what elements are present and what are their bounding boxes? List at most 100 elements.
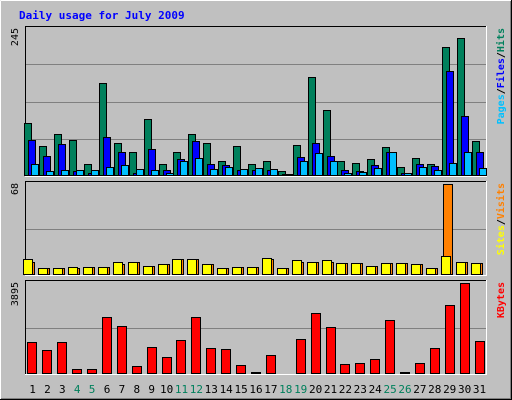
panel-legend: Pages/Files/Hits xyxy=(495,28,507,124)
bar-kbytes-day-27 xyxy=(415,363,425,374)
bar-sites-day-12 xyxy=(187,259,197,275)
panel-legend: Sites/Visits xyxy=(495,183,507,255)
bar-sites-day-31 xyxy=(471,263,481,275)
bar-pages-day-31 xyxy=(479,168,487,176)
series-pages xyxy=(31,152,487,176)
bar-kbytes-day-23 xyxy=(355,363,365,374)
bar-sites-day-9 xyxy=(143,266,153,275)
bar-kbytes-day-13 xyxy=(206,348,216,374)
x-tick-label-day-4: 4 xyxy=(74,383,81,396)
bar-kbytes-day-1 xyxy=(27,342,37,374)
bar-kbytes-day-25 xyxy=(385,320,395,374)
bar-sites-day-26 xyxy=(396,263,406,275)
bar-sites-day-15 xyxy=(232,267,242,275)
bar-sites-day-30 xyxy=(456,262,466,275)
bar-sites-day-11 xyxy=(172,259,182,275)
bar-sites-day-14 xyxy=(217,268,227,275)
legend-entry-pages: Pages xyxy=(496,94,507,124)
bar-pages-day-9 xyxy=(151,170,159,176)
bar-kbytes-day-22 xyxy=(340,364,350,374)
bar-pages-day-11 xyxy=(180,161,188,176)
bar-files-day-29 xyxy=(446,71,454,176)
x-tick-label-day-2: 2 xyxy=(44,383,51,396)
x-tick-label-day-6: 6 xyxy=(104,383,111,396)
bar-sites-day-17 xyxy=(262,258,272,275)
bar-kbytes-day-12 xyxy=(191,317,201,374)
bar-kbytes-day-10 xyxy=(162,357,172,374)
bar-kbytes-day-11 xyxy=(176,340,186,374)
x-tick-label-day-30: 30 xyxy=(458,383,471,396)
x-tick-label-day-24: 24 xyxy=(369,383,383,396)
x-tick-label-day-12: 12 xyxy=(190,383,203,396)
x-tick-label-day-17: 17 xyxy=(264,383,277,396)
panel-legend: KBytes xyxy=(496,282,507,318)
x-tick-label-day-5: 5 xyxy=(89,383,96,396)
bar-sites-day-4 xyxy=(68,267,78,275)
bar-hits-day-4 xyxy=(69,140,77,176)
bar-kbytes-day-17 xyxy=(266,355,276,374)
y-axis-max-label: 68 xyxy=(10,183,21,195)
bar-pages-day-28 xyxy=(434,170,442,176)
bar-kbytes-day-8 xyxy=(132,366,142,374)
bar-pages-day-27 xyxy=(419,167,427,176)
x-tick-label-day-11: 11 xyxy=(175,383,188,396)
y-axis-max-label: 245 xyxy=(10,28,21,46)
bar-sites-day-13 xyxy=(202,264,212,275)
x-tick-label-day-15: 15 xyxy=(234,383,247,396)
bar-sites-day-23 xyxy=(351,263,361,275)
x-tick-label-day-31: 31 xyxy=(473,383,486,396)
x-tick-label-day-22: 22 xyxy=(339,383,352,396)
legend-entry-sites: Sites xyxy=(495,225,507,255)
x-tick-label-day-8: 8 xyxy=(133,383,140,396)
bar-kbytes-day-20 xyxy=(311,313,321,374)
x-tick-label-day-14: 14 xyxy=(220,383,234,396)
bar-sites-day-19 xyxy=(292,260,302,275)
x-tick-label-day-26: 26 xyxy=(398,383,411,396)
x-tick-label-day-20: 20 xyxy=(309,383,322,396)
bar-pages-day-13 xyxy=(210,169,218,176)
x-tick-label-day-10: 10 xyxy=(160,383,173,396)
bar-sites-day-27 xyxy=(411,264,421,275)
legend-separator: / xyxy=(496,52,507,58)
bar-sites-day-25 xyxy=(381,263,391,275)
x-tick-label-day-19: 19 xyxy=(294,383,307,396)
chart-title: Daily usage for July 2009 xyxy=(19,9,185,22)
bar-hits-day-8 xyxy=(129,152,137,176)
bar-sites-day-10 xyxy=(158,264,168,275)
bar-sites-day-18 xyxy=(277,268,287,275)
bar-kbytes-day-29 xyxy=(445,305,455,374)
bar-kbytes-day-9 xyxy=(147,347,157,374)
bar-pages-day-5 xyxy=(91,170,99,176)
bar-kbytes-day-21 xyxy=(326,327,336,374)
bar-pages-day-15 xyxy=(240,169,248,176)
bar-pages-day-26 xyxy=(404,173,412,176)
bar-pages-day-2 xyxy=(46,171,54,176)
bar-kbytes-day-2 xyxy=(42,350,52,374)
y-axis-max-label: 3895 xyxy=(10,282,21,306)
bar-kbytes-day-31 xyxy=(475,341,485,374)
series-kbytes xyxy=(27,283,485,374)
bar-kbytes-day-16 xyxy=(251,372,261,374)
bar-pages-day-19 xyxy=(300,161,308,176)
bar-pages-day-8 xyxy=(136,169,144,176)
panel-kbytes: 3895 KBytes xyxy=(10,280,507,375)
bar-sites-day-2 xyxy=(38,268,48,275)
bar-sites-day-21 xyxy=(322,260,332,275)
bar-sites-day-22 xyxy=(336,263,346,275)
bar-pages-day-30 xyxy=(464,152,472,176)
legend-entry-visits: Visits xyxy=(495,183,507,219)
bar-sites-day-24 xyxy=(366,266,376,275)
bar-kbytes-day-14 xyxy=(221,349,231,374)
x-tick-label-day-29: 29 xyxy=(443,383,456,396)
bar-sites-day-6 xyxy=(98,267,108,275)
legend-entry-kbytes: KBytes xyxy=(496,282,507,318)
panel-plot-area xyxy=(25,181,487,276)
bar-pages-day-17 xyxy=(270,169,278,176)
bar-kbytes-day-4 xyxy=(72,369,82,374)
bar-kbytes-day-6 xyxy=(102,317,112,374)
x-tick-label-day-25: 25 xyxy=(383,383,396,396)
bar-kbytes-day-7 xyxy=(117,326,127,374)
